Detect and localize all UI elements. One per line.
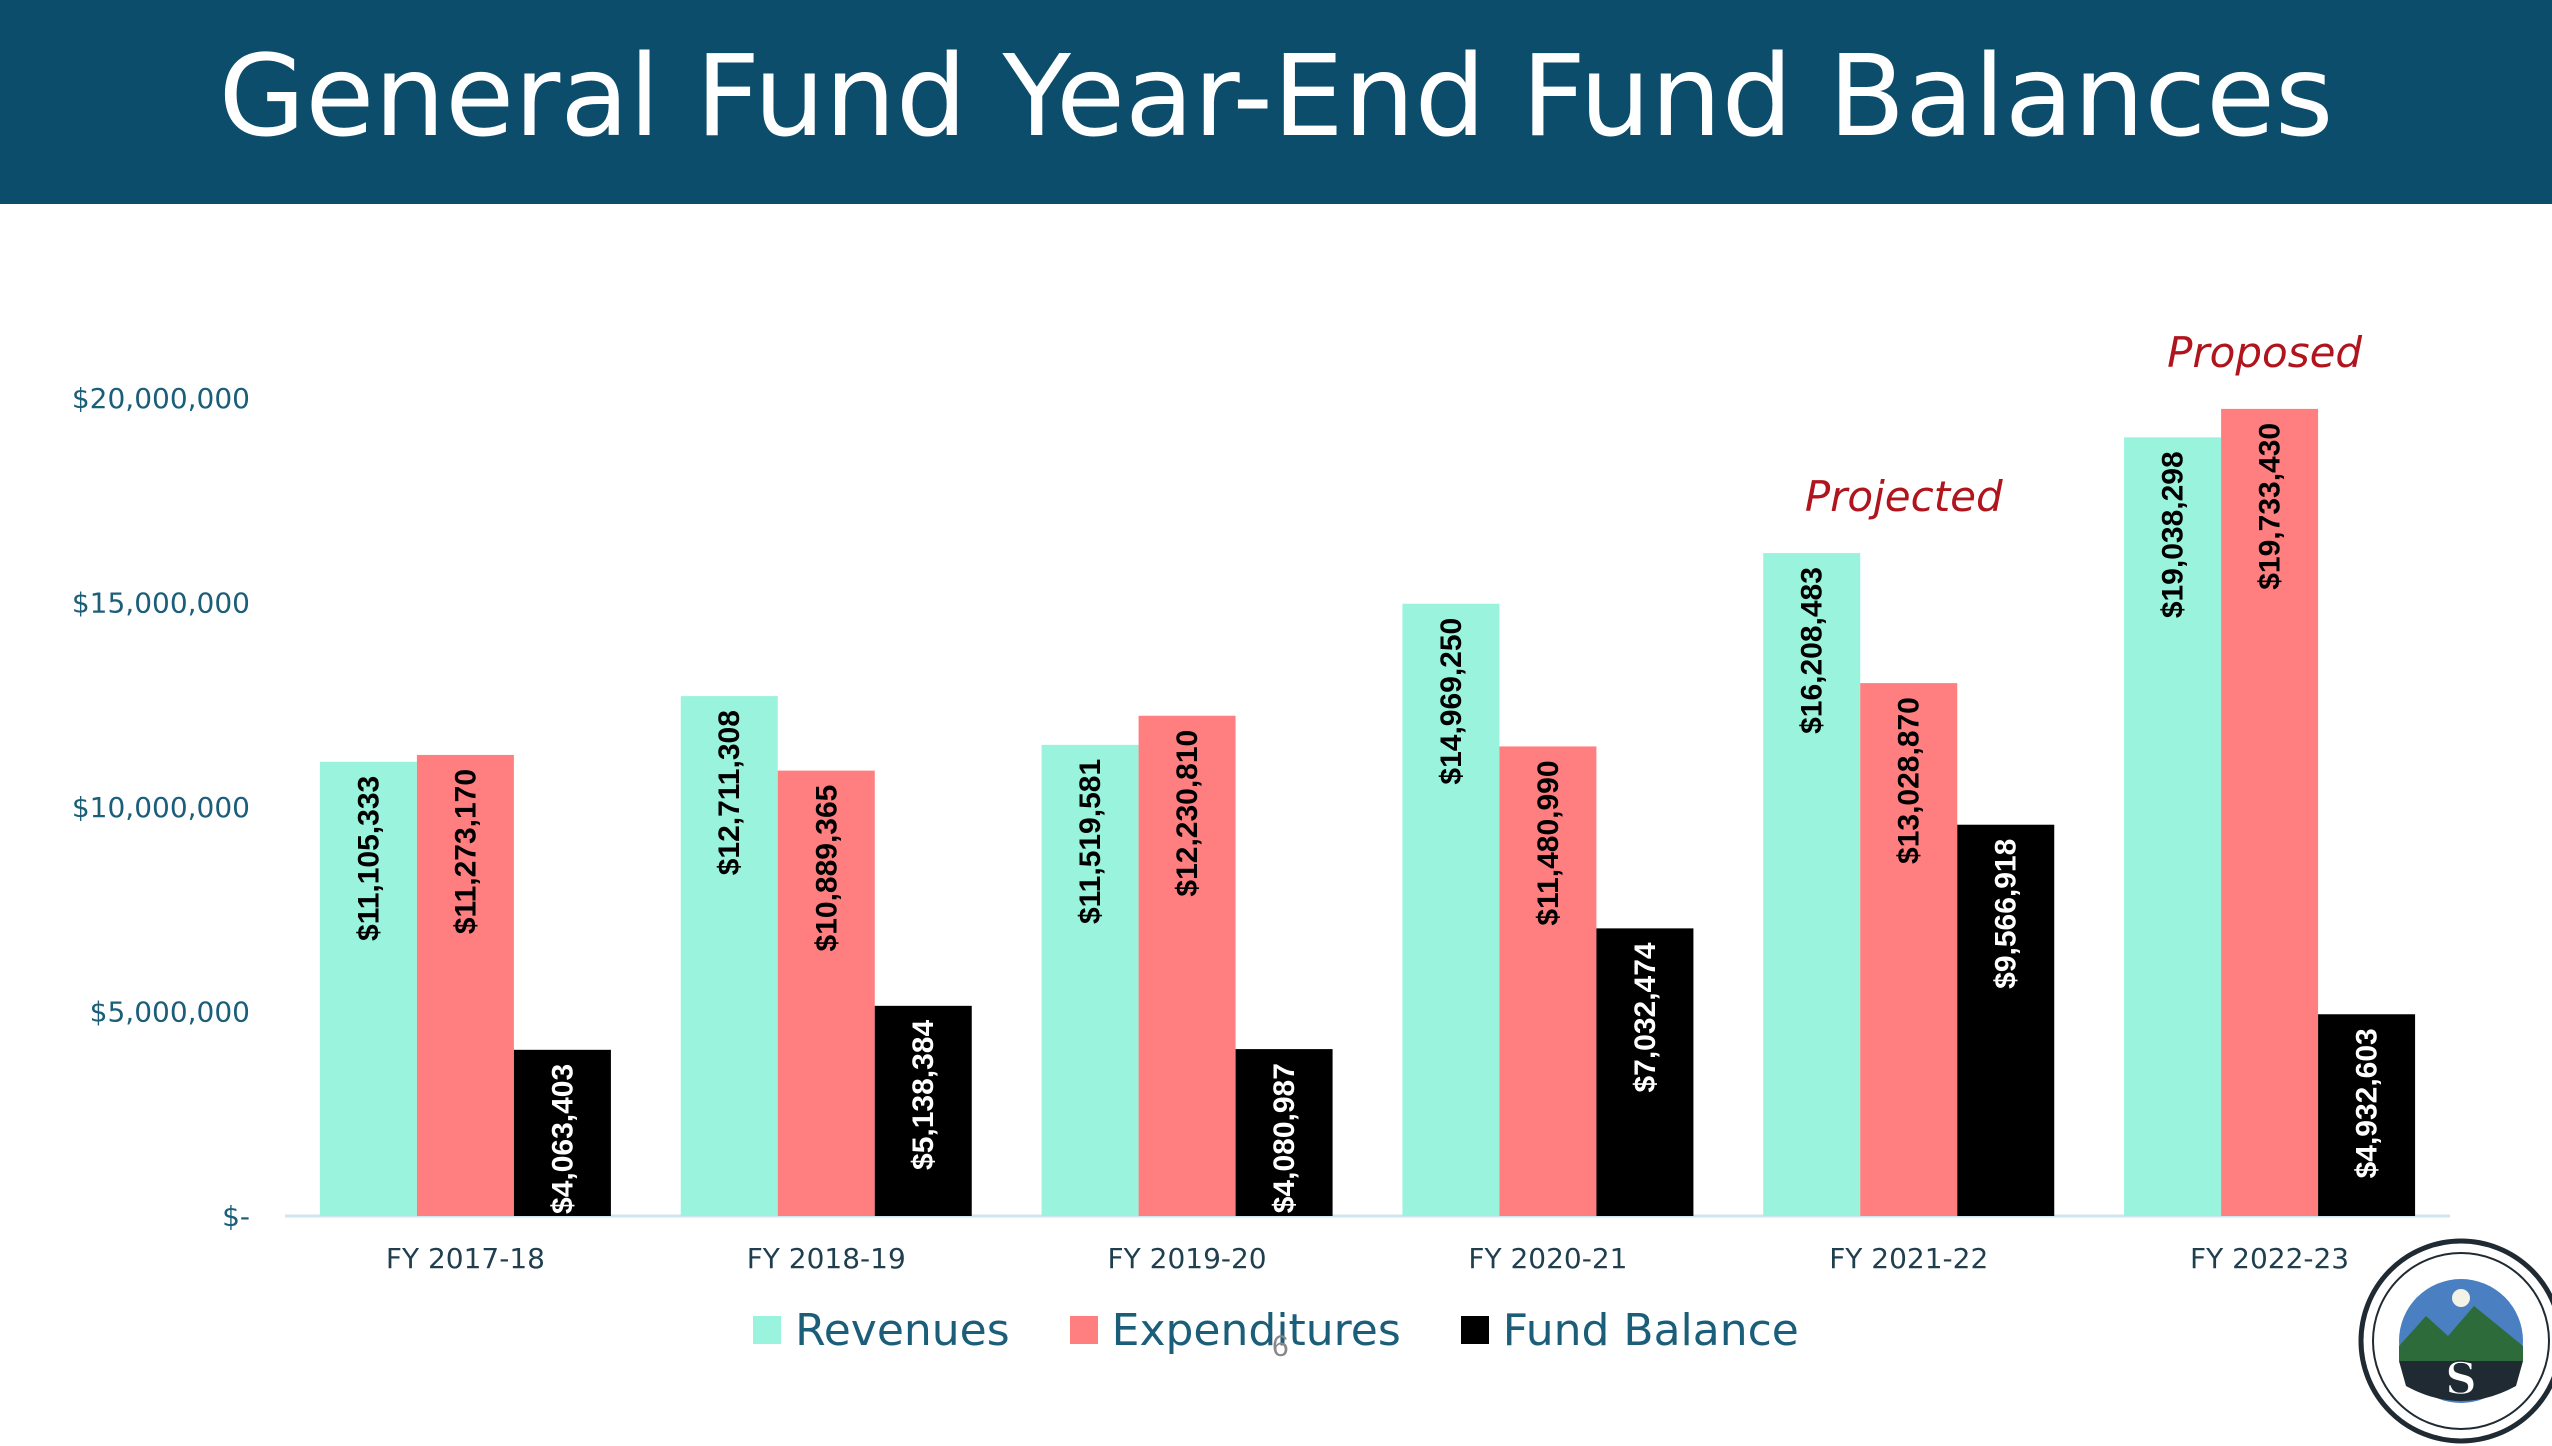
data-label: $11,519,581 [1074,759,1107,924]
data-label: $13,028,870 [1893,697,1926,864]
x-tick-label: FY 2018-19 [747,1242,906,1275]
legend-label-expenditures: Expenditures [1111,1304,1401,1356]
bar-revenues [1763,553,1861,1216]
data-label: $4,063,403 [546,1064,579,1214]
legend-swatch-expenditures [1069,1316,1098,1344]
bar-expenditures [2221,408,2319,1216]
bar-expenditures [416,754,514,1216]
y-tick-label: $15,000,000 [72,587,250,620]
data-label: $11,105,333 [352,776,385,941]
bar-expenditures [1499,746,1597,1216]
legend-swatch-fund-balance [1460,1316,1489,1344]
x-tick-label: FY 2022-23 [2190,1242,2349,1275]
legend-item-expenditures: Expenditures [1069,1304,1401,1356]
data-label: $11,273,170 [449,769,482,934]
legend-item-revenues: Revenues [753,1305,1010,1356]
bar-chart: $- $5,000,000 $10,000,000 $15,000,000 $20,00… [72,328,2450,1275]
bar-fund-balance [1596,928,1694,1216]
annotation-label: Projected [1805,472,2003,521]
bar-fund-balance [874,1005,972,1216]
bar-expenditures [777,770,875,1216]
bar-revenues [319,761,417,1216]
bar-revenues [1402,603,1500,1216]
x-tick-label: FY 2019-20 [1108,1242,1267,1275]
bar-expenditures [1138,715,1236,1216]
data-label: $14,969,250 [1435,618,1468,785]
x-tick-label: FY 2020-21 [1468,1242,1627,1275]
legend-item-fund-balance: Fund Balance [1460,1304,1799,1356]
title-bar: General Fund Year-End Fund Balances [0,0,2552,204]
data-label: $16,208,483 [1796,567,1829,734]
bar-revenues [2124,437,2222,1216]
chart-legend: Revenues Expenditures Fund Balance [0,1300,2552,1360]
data-label: $19,733,430 [2254,423,2287,590]
bar-fund-balance [1235,1049,1333,1216]
y-tick-label: $10,000,000 [72,791,250,824]
page-number: 6 [1272,1330,1289,1363]
city-seal-logo: S [2358,1238,2552,1444]
x-tick-label: FY 2021-22 [1829,1242,1988,1275]
bar-revenues [1041,744,1139,1216]
x-tick-label: FY 2017-18 [386,1242,545,1275]
legend-swatch-revenues [753,1316,782,1344]
bar-expenditures [1860,683,1958,1216]
annotation-label: Proposed [2167,328,2362,377]
data-label: $4,932,603 [2351,1028,2384,1178]
data-label: $11,480,990 [1532,760,1565,925]
data-label: $9,566,918 [1990,839,2023,989]
data-label: $7,032,474 [1629,942,1662,1092]
data-label: $12,711,308 [713,710,746,875]
bar-fund-balance [513,1049,611,1216]
legend-label-fund-balance: Fund Balance [1502,1304,1799,1356]
slide-title: General Fund Year-End Fund Balances [218,32,2334,162]
bar-fund-balance [2318,1014,2416,1216]
y-tick-label: $20,000,000 [72,382,250,415]
bar-revenues [680,696,778,1216]
data-label: $19,038,298 [2157,451,2190,618]
data-label: $4,080,987 [1268,1063,1301,1213]
y-tick-label: $5,000,000 [90,996,250,1029]
legend-label-revenues: Revenues [795,1304,1010,1356]
bar-fund-balance [1957,824,2055,1216]
svg-text:S: S [2445,1354,2477,1405]
data-label: $5,138,384 [907,1020,940,1170]
data-label: $12,230,810 [1171,730,1204,897]
y-tick-label: $- [222,1200,250,1233]
data-label: $10,889,365 [810,785,843,952]
